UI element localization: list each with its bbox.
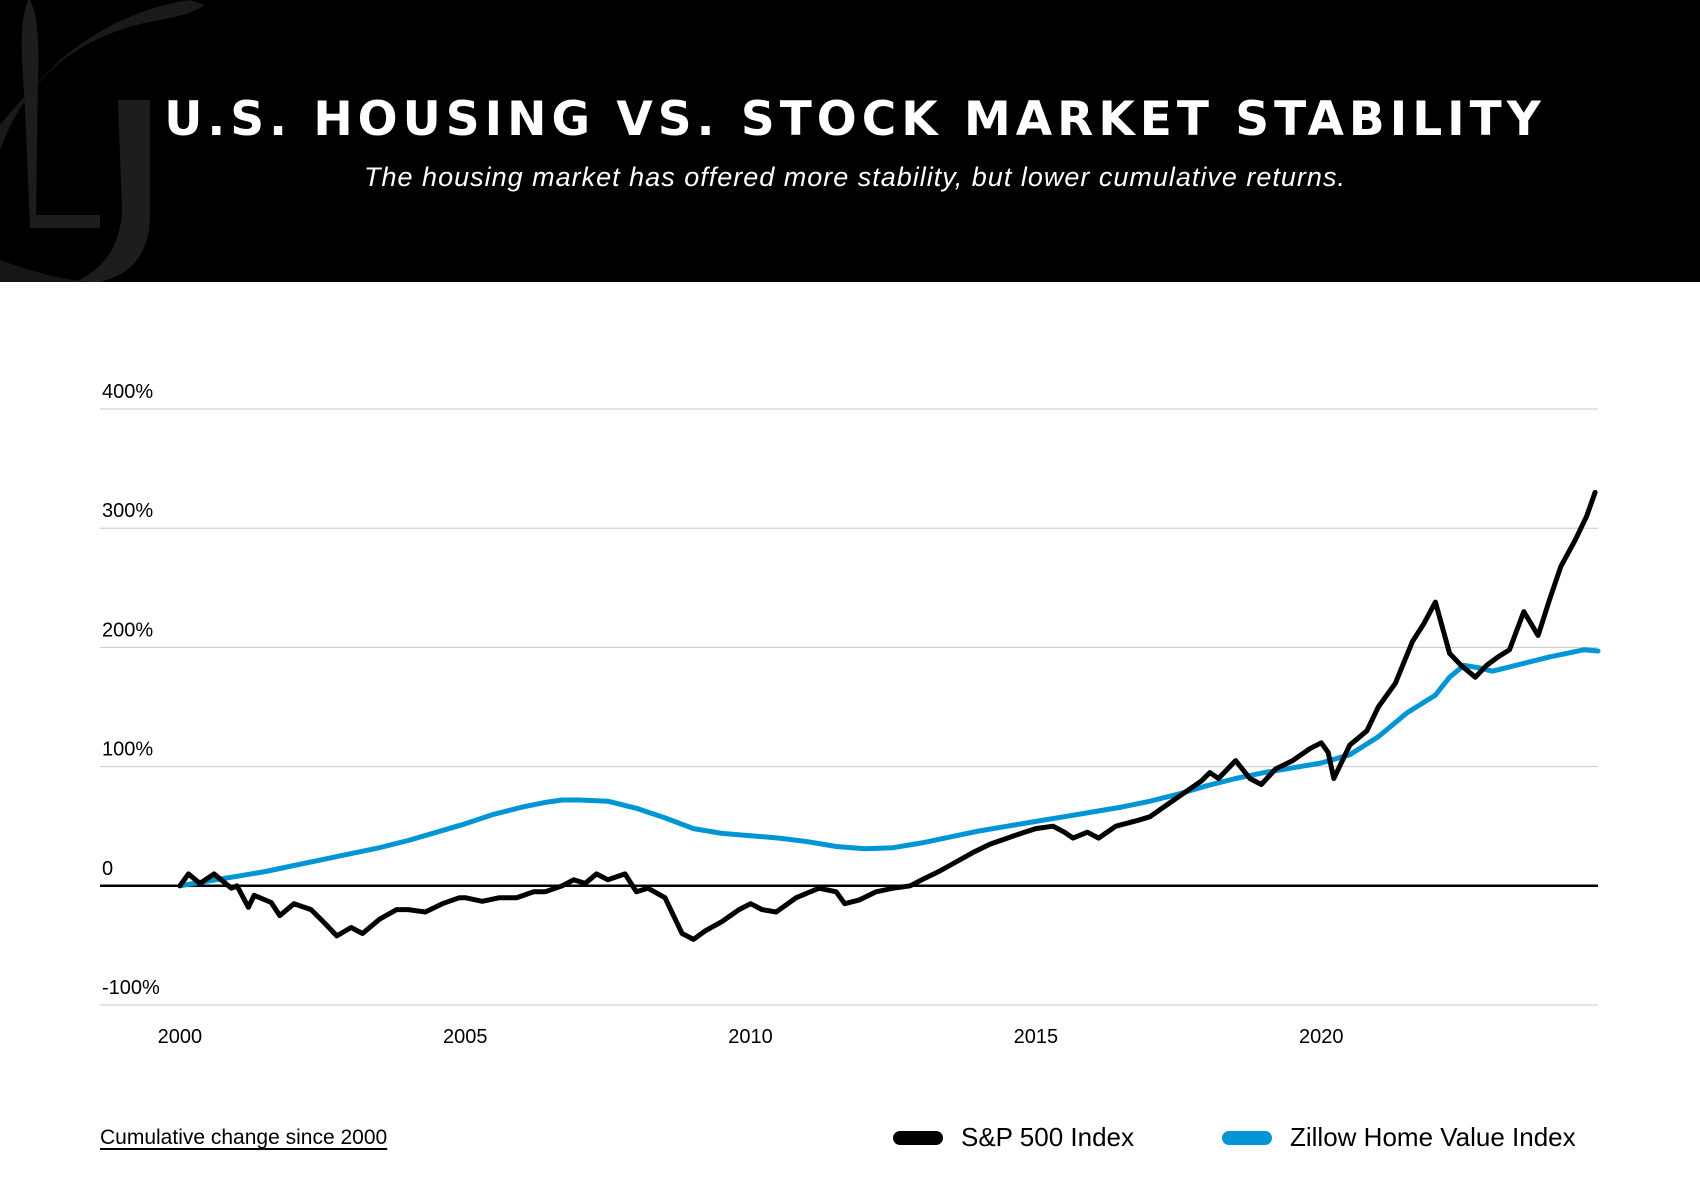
chart-title: U.S. HOUSING VS. STOCK MARKET STABILITY	[164, 92, 1546, 147]
legend-item-sp500: S&P 500 Index	[893, 1122, 1134, 1153]
y-tick-label: 100%	[102, 739, 153, 761]
x-axis-ticks: 2000 2005 2010 2015 2020	[158, 1026, 1344, 1048]
series-line-zillow	[177, 647, 1601, 889]
pj-monogram-logo	[0, 0, 205, 282]
x-tick-label: 2000	[158, 1026, 203, 1048]
x-tick-label: 2010	[728, 1026, 773, 1048]
legend-swatch-sp500	[893, 1130, 943, 1145]
y-tick-label: 400%	[102, 381, 153, 403]
x-tick-label: 2015	[1014, 1026, 1059, 1048]
gridlines	[100, 408, 1598, 1006]
line-chart: 400%300%200%100%0-100% 2000 2005 2010 2015 2…	[100, 381, 1601, 1048]
x-tick-label: 2020	[1299, 1026, 1344, 1048]
y-axis-ticks: 400% 300% 200% 100% 0 -100%	[102, 381, 160, 999]
footnote: Cumulative change since 2000	[100, 1126, 388, 1149]
header-banner: U.S. HOUSING VS. STOCK MARKET STABILITY …	[0, 0, 1700, 282]
y-tick-label: 0	[102, 858, 113, 880]
y-tick-label: -100%	[102, 977, 160, 999]
y-tick-label: 300%	[102, 500, 153, 522]
legend-label-zillow: Zillow Home Value Index	[1290, 1122, 1576, 1152]
legend-item-zillow: Zillow Home Value Index	[1222, 1122, 1576, 1153]
legend-swatch-zillow	[1222, 1130, 1272, 1145]
series-line-sp500	[177, 489, 1598, 942]
x-tick-label: 2005	[443, 1026, 488, 1048]
legend-label-sp500: S&P 500 Index	[961, 1122, 1134, 1152]
series-lines	[177, 489, 1601, 942]
y-tick-label: 200%	[102, 619, 153, 641]
chart-subtitle: The housing market has offered more stab…	[364, 162, 1346, 192]
